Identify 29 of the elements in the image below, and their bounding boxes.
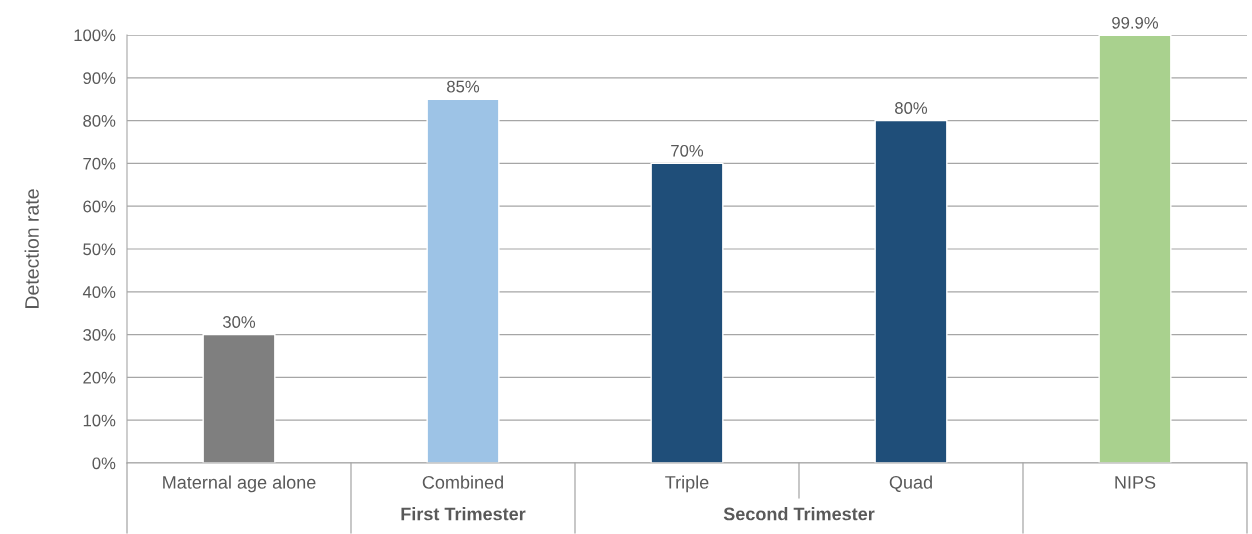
text: Second Trimester	[723, 507, 875, 521]
y-tick-label: 0%	[92, 457, 116, 470]
y-tick-label: 30%	[83, 329, 116, 341]
y-tick-label: 70%	[83, 157, 116, 170]
bar	[650, 162, 724, 463]
y-axis-title: Detection rate	[24, 189, 39, 308]
y-tick-label: 10%	[83, 414, 116, 427]
x-tick-label: Triple	[665, 475, 709, 493]
bar	[202, 333, 276, 463]
y-tick-label: 40%	[82, 286, 116, 298]
bar	[874, 119, 948, 463]
data-label: 99.9%	[1112, 16, 1159, 29]
y-tick-label: 60%	[83, 200, 116, 213]
bar	[1098, 35, 1172, 463]
data-label: 30%	[222, 316, 256, 328]
y-tick-label: 50%	[83, 243, 116, 256]
data-label: 80%	[895, 102, 928, 114]
y-tick-label: 100%	[74, 29, 116, 42]
data-label: 85%	[447, 80, 480, 93]
x-tick-label: Maternal age alone	[163, 475, 316, 493]
y-tick-label: 80%	[83, 115, 116, 127]
x-tick-label: NIPS	[1115, 475, 1156, 489]
text: First Trimester	[401, 507, 526, 521]
bar	[426, 98, 500, 463]
x-tick-label: Combined	[422, 475, 503, 489]
y-tick-label: 90%	[83, 72, 116, 84]
y-tick-label: 20%	[83, 371, 116, 384]
data-label: 70%	[671, 144, 704, 157]
x-tick-label: Quad	[889, 475, 932, 492]
